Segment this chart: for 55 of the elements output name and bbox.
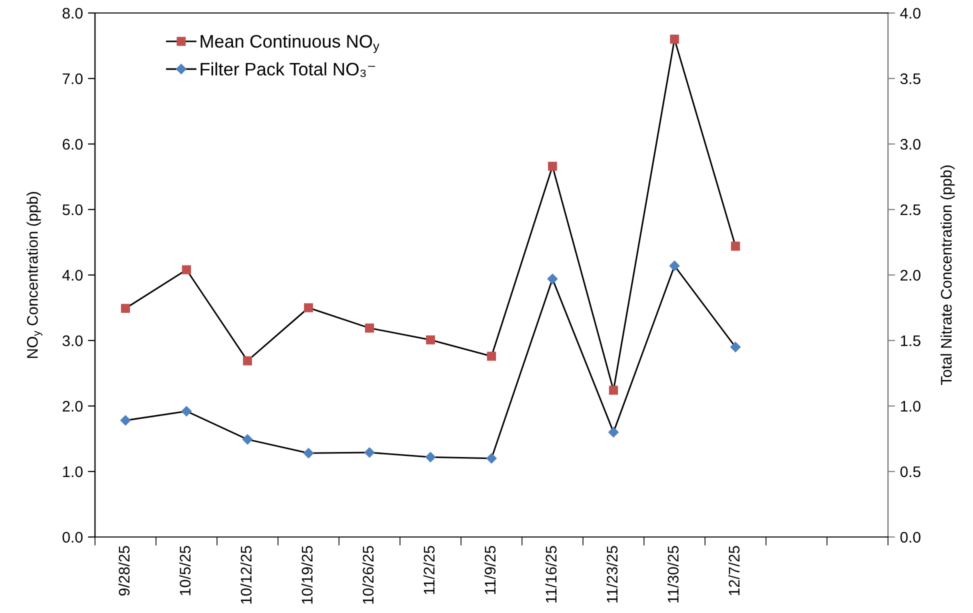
point xyxy=(548,162,558,171)
y-tick-label: 2.0 xyxy=(62,400,83,412)
point xyxy=(730,342,741,352)
y2-tick-label: 1.5 xyxy=(900,336,920,346)
y2-tick-label: 4.0 xyxy=(900,8,920,19)
legend-label: Mean Continuous NO$_{y}$ xyxy=(200,34,380,54)
point xyxy=(486,352,496,361)
point xyxy=(608,427,619,438)
point xyxy=(730,242,740,251)
point xyxy=(669,260,680,271)
point xyxy=(670,34,680,44)
point xyxy=(426,335,436,344)
y-tick-label: 0.0 xyxy=(62,532,83,543)
point xyxy=(608,386,618,395)
y-tick-label: 6.0 xyxy=(62,138,83,150)
y2-tick-label: 2.5 xyxy=(900,204,920,216)
point xyxy=(364,324,374,333)
x-tick-label: 12/7/25 xyxy=(728,546,740,596)
y2-tick-label: 0.5 xyxy=(900,466,920,478)
y-tick-label: 3.0 xyxy=(62,335,83,346)
legend-label: Filter Pack Total NO₃⁻ xyxy=(200,62,376,78)
point xyxy=(181,406,192,416)
point xyxy=(242,434,253,445)
point xyxy=(120,415,131,426)
y-tick-label: 1.0 xyxy=(63,466,83,478)
x-tick-label: 11/30/25 xyxy=(667,546,679,603)
point xyxy=(304,303,314,312)
x-tick-label: 11/2/25 xyxy=(423,546,435,594)
x-tick-label: 9/28/25 xyxy=(118,546,130,596)
y2-tick-label: 0.0 xyxy=(900,532,920,543)
point xyxy=(425,452,436,462)
y-tick-label: 7.0 xyxy=(62,73,83,84)
y-tick-label: 5.0 xyxy=(62,204,83,216)
x-tick-label: 10/5/25 xyxy=(179,546,191,596)
y2-tick-label: 2.0 xyxy=(900,270,920,281)
y-axis-title: NO$_{y}$ Concentration (ppb) xyxy=(26,192,42,358)
y2-tick-label: 1.0 xyxy=(900,400,920,412)
y-tick-label: 8.0 xyxy=(62,8,83,19)
point xyxy=(303,448,314,458)
x-tick-label: 10/26/25 xyxy=(362,546,374,604)
y-tick-label: 4.0 xyxy=(62,270,83,281)
x-tick-label: 10/12/25 xyxy=(240,546,252,604)
point xyxy=(242,356,252,366)
x-tick-label: 11/16/25 xyxy=(545,546,557,603)
point xyxy=(547,274,558,284)
x-tick-label: 11/9/25 xyxy=(484,546,496,594)
y2-axis-title: Total Nitrate Concentration (ppb) xyxy=(940,166,955,386)
point xyxy=(486,453,497,464)
y2-tick-label: 3.0 xyxy=(900,138,920,150)
x-tick-label: 10/19/25 xyxy=(301,546,313,604)
point xyxy=(182,265,192,274)
point xyxy=(120,304,130,313)
point xyxy=(364,447,375,458)
y2-tick-label: 3.5 xyxy=(900,73,920,84)
x-tick-label: 11/23/25 xyxy=(606,546,618,603)
